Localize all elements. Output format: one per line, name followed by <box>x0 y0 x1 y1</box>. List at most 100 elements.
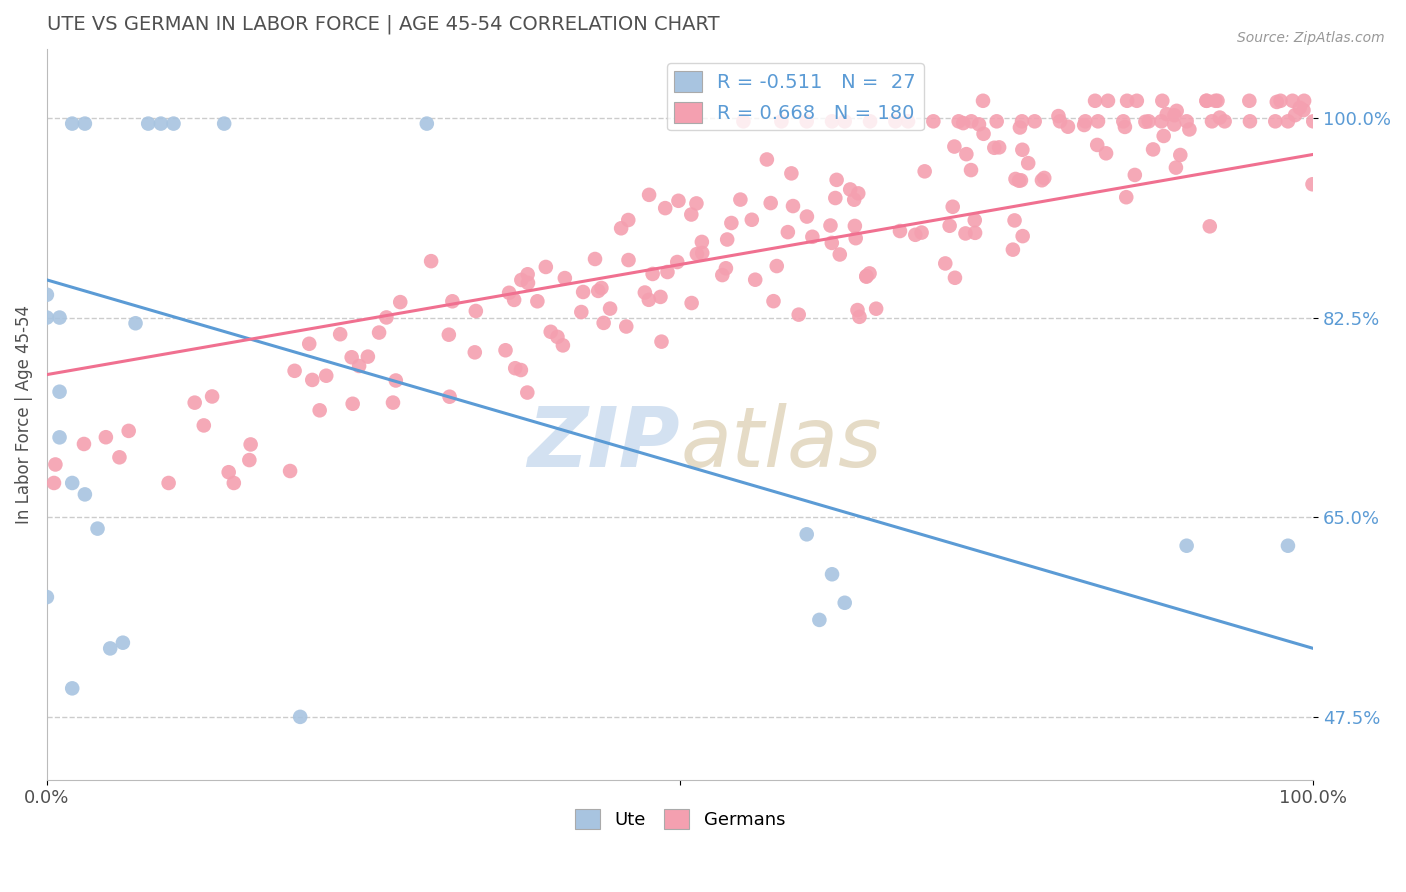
Point <box>308 403 330 417</box>
Point <box>162 117 184 131</box>
Point <box>1114 120 1136 134</box>
Point <box>834 114 856 128</box>
Point <box>730 193 752 207</box>
Point <box>1097 94 1119 108</box>
Point <box>1302 114 1324 128</box>
Point <box>212 117 235 131</box>
Point <box>780 166 803 180</box>
Point <box>157 475 180 490</box>
Point <box>782 199 804 213</box>
Point <box>1175 539 1198 553</box>
Point <box>858 267 880 281</box>
Point <box>859 114 882 128</box>
Point <box>342 397 364 411</box>
Point <box>796 527 818 541</box>
Point <box>1011 143 1033 157</box>
Point <box>315 368 337 383</box>
Point <box>610 221 633 235</box>
Point <box>686 247 709 261</box>
Point <box>973 127 995 141</box>
Point <box>834 596 856 610</box>
Point <box>770 114 793 128</box>
Point <box>301 373 323 387</box>
Point <box>690 246 713 260</box>
Point <box>464 304 486 318</box>
Point <box>108 450 131 465</box>
Point <box>1265 95 1288 109</box>
Point <box>934 256 956 270</box>
Point <box>516 385 538 400</box>
Point <box>540 325 562 339</box>
Point <box>716 233 738 247</box>
Point <box>1178 122 1201 136</box>
Point <box>389 295 412 310</box>
Point <box>825 173 848 187</box>
Point <box>1153 128 1175 143</box>
Point <box>35 287 58 301</box>
Point <box>298 336 321 351</box>
Point <box>554 271 576 285</box>
Point <box>340 351 363 365</box>
Point <box>690 235 713 249</box>
Point <box>278 464 301 478</box>
Point <box>1239 114 1261 128</box>
Point <box>922 114 945 128</box>
Point <box>1031 173 1053 187</box>
Point <box>1292 103 1315 117</box>
Point <box>1277 114 1299 128</box>
Point <box>368 326 391 340</box>
Point <box>755 153 778 167</box>
Point <box>846 186 869 201</box>
Point <box>572 285 595 299</box>
Point <box>35 310 58 325</box>
Point <box>1095 146 1118 161</box>
Point <box>1116 94 1139 108</box>
Point <box>845 231 868 245</box>
Point <box>938 219 960 233</box>
Point <box>821 567 844 582</box>
Point <box>284 364 307 378</box>
Point <box>551 338 574 352</box>
Point <box>711 268 734 282</box>
Point <box>1085 137 1108 152</box>
Point <box>948 114 970 128</box>
Point <box>48 384 70 399</box>
Point <box>1163 108 1185 122</box>
Point <box>776 225 799 239</box>
Point <box>972 94 994 108</box>
Point <box>733 114 755 128</box>
Point <box>846 303 869 318</box>
Point <box>638 187 661 202</box>
Point <box>1073 118 1095 132</box>
Point <box>1074 114 1097 128</box>
Point <box>1024 114 1046 128</box>
Point <box>510 273 533 287</box>
Point <box>1150 114 1173 128</box>
Point <box>42 475 65 490</box>
Point <box>762 294 785 309</box>
Point <box>1198 219 1220 234</box>
Point <box>111 636 134 650</box>
Point <box>1195 94 1218 108</box>
Point <box>1284 108 1306 122</box>
Point <box>988 140 1011 154</box>
Point <box>634 285 657 300</box>
Point <box>35 590 58 604</box>
Point <box>685 196 707 211</box>
Point <box>1206 94 1229 108</box>
Point <box>681 207 703 221</box>
Point <box>617 213 640 227</box>
Point <box>1008 174 1031 188</box>
Point <box>801 229 824 244</box>
Point <box>889 224 911 238</box>
Point <box>238 453 260 467</box>
Point <box>910 226 932 240</box>
Point <box>517 276 540 290</box>
Point <box>865 301 887 316</box>
Point <box>983 141 1005 155</box>
Point <box>965 226 987 240</box>
Point <box>420 254 443 268</box>
Point <box>1302 178 1324 192</box>
Legend: Ute, Germans: Ute, Germans <box>568 802 793 837</box>
Point <box>967 117 990 131</box>
